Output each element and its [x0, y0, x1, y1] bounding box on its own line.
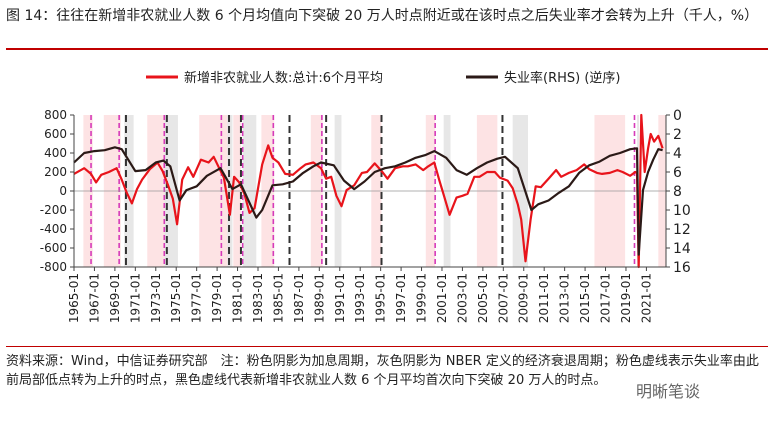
x-axis-tick-label: 1971-01 [128, 273, 142, 323]
left-axis-tick-label: 400 [44, 146, 67, 160]
right-axis-tick-label: 0 [673, 108, 682, 124]
series-lines [73, 113, 664, 269]
left-axis-tick-label: 800 [44, 108, 67, 122]
x-axis-tick-label: 1977-01 [190, 273, 204, 323]
x-axis-tick-label: 1985-01 [271, 273, 285, 323]
legend-label-unemployment: 失业率(RHS) (逆序) [504, 70, 620, 86]
right-axis-tick-label: 2 [673, 127, 682, 143]
left-axis-tick-label: 0 [59, 184, 67, 198]
x-axis-tick-label: 1991-01 [333, 273, 347, 323]
x-axis-tick-label: 2001-01 [435, 273, 449, 323]
x-axis-tick-label: 2011-01 [537, 273, 551, 323]
right-axis-tick-label: 12 [673, 222, 691, 238]
axes: 800 600 400 200 0 -200 -400 -600 -800 0 2 4 6 8 10 12 14… [40, 108, 691, 323]
x-axis-tick-label: 1981-01 [231, 273, 245, 323]
legend: 新增非农就业人数:总计:6个月平均 失业率(RHS) (逆序) [146, 70, 620, 86]
x-axis-tick-label: 2021-01 [639, 273, 653, 323]
x-axis-tick-label: 1997-01 [394, 273, 408, 323]
figure-title: 图 14：往往在新增非农就业人数 6 个月均值向下突破 20 万人时点附近或在该… [6, 8, 759, 24]
x-axis-tick-label: 1965-01 [67, 273, 81, 323]
x-axis-tick-label: 2017-01 [599, 273, 613, 323]
x-axis-tick-label: 1983-01 [251, 273, 265, 323]
note-divider [6, 346, 768, 347]
x-axis-tick-label: 2015-01 [578, 273, 592, 323]
x-axis-tick-label: 2005-01 [476, 273, 490, 323]
right-axis-tick-label: 8 [673, 184, 682, 200]
left-axis-tick-label: 600 [44, 127, 67, 141]
x-axis-tick-label: 1967-01 [87, 273, 101, 323]
x-axis-tick-label: 2007-01 [496, 273, 510, 323]
x-axis-tick-label: 1989-01 [312, 273, 326, 323]
legend-label-payrolls: 新增非农就业人数:总计:6个月平均 [184, 70, 383, 86]
left-axis-tick-label: -600 [40, 241, 67, 255]
left-axis-tick-label: 200 [44, 165, 67, 179]
left-axis-tick-label: -400 [40, 222, 67, 236]
x-axis-tick-label: 2019-01 [619, 273, 633, 323]
x-axis-tick-label: 2009-01 [517, 273, 531, 323]
x-axis-tick-label: 1975-01 [169, 273, 183, 323]
x-axis-tick-label: 1995-01 [374, 273, 388, 323]
watermark: 明晰笔谈 [636, 382, 701, 401]
x-axis-tick-label: 1987-01 [292, 273, 306, 323]
x-axis-tick-label: 1969-01 [108, 273, 122, 323]
x-axis-tick-label: 1999-01 [415, 273, 429, 323]
right-axis-tick-label: 6 [673, 165, 682, 181]
x-axis-tick-label: 1973-01 [149, 273, 163, 323]
right-axis-tick-label: 10 [673, 203, 691, 219]
left-axis-tick-label: -200 [40, 203, 67, 217]
right-axis-tick-label: 14 [673, 241, 691, 257]
x-axis-tick-label: 1979-01 [210, 273, 224, 323]
source-note: 资料来源：Wind，中信证券研究部 注：粉色阴影为加息周期，灰色阴影为 NBER… [6, 354, 759, 388]
x-axis-tick-label: 2013-01 [558, 273, 572, 323]
x-axis-tick-label: 1993-01 [353, 273, 367, 323]
unemployment-series-line [73, 146, 663, 256]
right-axis-tick-label: 4 [673, 146, 682, 162]
right-axis-tick-label: 16 [673, 260, 691, 276]
x-axis-tick-label: 2003-01 [455, 273, 469, 323]
payrolls-series-line [73, 113, 664, 269]
title-divider [6, 48, 768, 50]
left-axis-tick-label: -800 [40, 260, 67, 274]
